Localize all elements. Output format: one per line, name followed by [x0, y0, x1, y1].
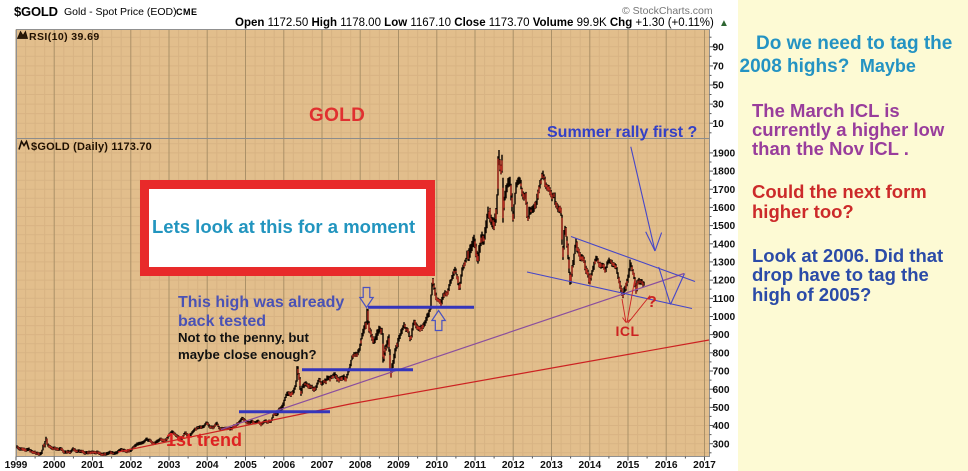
svg-text:30: 30: [713, 100, 725, 111]
svg-text:50: 50: [713, 81, 725, 92]
svg-text:1300: 1300: [713, 258, 736, 269]
svg-text:400: 400: [713, 421, 730, 432]
svg-text:2014: 2014: [578, 460, 601, 471]
svg-text:2002: 2002: [119, 460, 142, 471]
svg-text:2017: 2017: [693, 460, 716, 471]
svg-text:800: 800: [713, 348, 730, 359]
svg-text:2005: 2005: [234, 460, 257, 471]
svg-text:900: 900: [713, 330, 730, 341]
svg-text:10: 10: [713, 119, 725, 130]
svg-text:2008: 2008: [349, 460, 372, 471]
svg-text:2001: 2001: [81, 460, 104, 471]
svg-text:1000: 1000: [713, 312, 736, 323]
svg-text:300: 300: [713, 439, 730, 450]
svg-text:2006: 2006: [272, 460, 295, 471]
svg-text:1900: 1900: [713, 149, 736, 160]
svg-text:2003: 2003: [158, 460, 181, 471]
svg-text:1999: 1999: [5, 460, 28, 471]
svg-text:1100: 1100: [713, 294, 735, 305]
svg-text:600: 600: [713, 385, 730, 396]
svg-text:2010: 2010: [425, 460, 448, 471]
svg-text:2004: 2004: [196, 460, 219, 471]
svg-text:2011: 2011: [464, 460, 486, 471]
svg-text:1700: 1700: [713, 185, 736, 196]
svg-text:1200: 1200: [713, 276, 736, 287]
svg-text:2000: 2000: [43, 460, 66, 471]
svg-text:2013: 2013: [540, 460, 563, 471]
svg-text:500: 500: [713, 403, 730, 414]
svg-text:70: 70: [713, 62, 725, 73]
svg-text:1400: 1400: [713, 239, 736, 250]
svg-text:2009: 2009: [387, 460, 410, 471]
svg-text:1800: 1800: [713, 167, 736, 178]
svg-text:2012: 2012: [502, 460, 525, 471]
svg-text:2015: 2015: [617, 460, 640, 471]
svg-text:2016: 2016: [655, 460, 678, 471]
svg-text:90: 90: [713, 42, 725, 53]
svg-text:700: 700: [713, 367, 730, 378]
svg-text:1600: 1600: [713, 203, 736, 214]
svg-text:1500: 1500: [713, 221, 736, 232]
svg-text:2007: 2007: [311, 460, 334, 471]
